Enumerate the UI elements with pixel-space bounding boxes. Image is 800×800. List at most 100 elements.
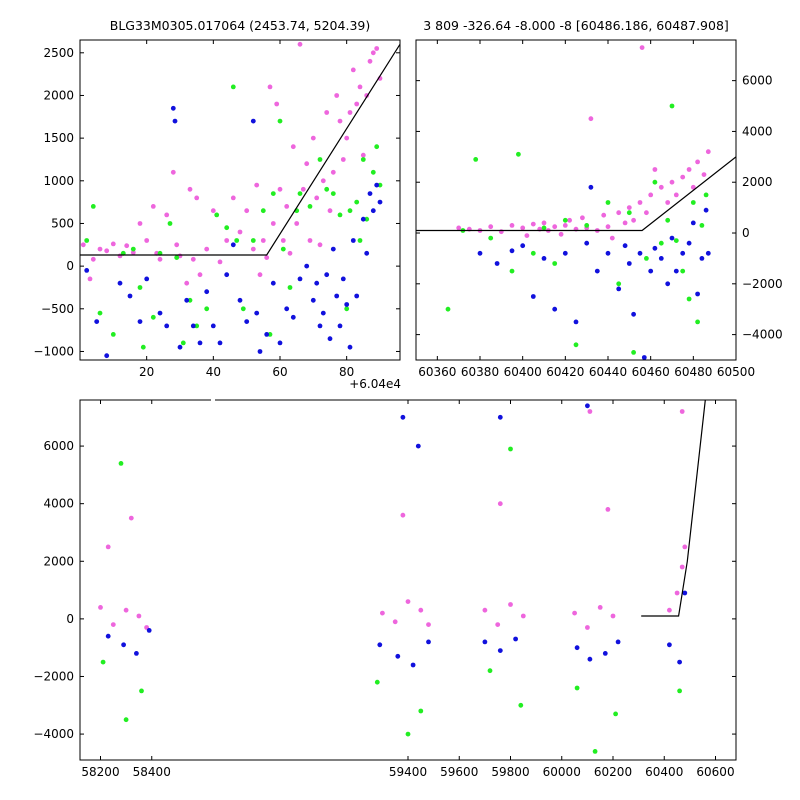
data-point-magenta	[350, 67, 356, 73]
x-tick-label: 60360	[418, 365, 456, 379]
data-point-magenta	[334, 93, 340, 98]
data-point-green	[137, 285, 143, 290]
data-point-green	[180, 340, 186, 346]
data-point-blue	[705, 250, 711, 256]
data-point-blue	[541, 256, 547, 261]
data-point-magenta	[184, 280, 190, 286]
data-point-green	[84, 238, 90, 243]
y-tick-label: 1500	[43, 131, 74, 145]
data-point-blue	[337, 323, 343, 329]
data-point-blue	[146, 628, 152, 633]
x-tick-label: 40	[206, 365, 221, 379]
data-point-blue	[573, 319, 579, 325]
data-point-magenta	[658, 184, 664, 190]
data-point-magenta	[370, 50, 376, 56]
data-point-magenta	[330, 169, 336, 175]
data-point-magenta	[665, 200, 671, 205]
y-tick-label: 4000	[742, 124, 773, 138]
left-panel-title: BLG33M0305.017064 (2453.74, 5204.39)	[110, 18, 370, 33]
data-point-magenta	[244, 208, 250, 214]
y-tick-label: 2000	[43, 88, 74, 102]
data-point-blue	[367, 191, 373, 197]
data-point-magenta	[426, 622, 431, 627]
data-point-magenta	[340, 157, 346, 162]
data-point-green	[652, 179, 658, 185]
data-point-magenta	[217, 259, 223, 265]
data-point-blue	[699, 256, 705, 261]
data-point-green	[174, 255, 180, 260]
data-point-green	[405, 731, 411, 737]
data-point-magenta	[616, 210, 622, 216]
data-point-green	[140, 344, 146, 350]
data-point-magenta	[264, 255, 270, 260]
model-line	[416, 156, 736, 232]
data-point-green	[297, 191, 303, 197]
data-point-blue	[254, 310, 260, 316]
data-point-magenta	[667, 607, 672, 613]
data-point-green	[357, 238, 363, 243]
data-point-blue	[84, 268, 90, 273]
data-point-green	[187, 297, 193, 303]
data-point-green	[150, 314, 156, 320]
plot-area	[80, 41, 400, 359]
data-point-magenta	[300, 186, 306, 192]
data-point-blue	[164, 323, 170, 329]
data-point-green	[234, 238, 240, 243]
plot-area	[98, 400, 706, 754]
data-point-blue	[250, 118, 256, 124]
data-point-magenta	[297, 41, 303, 47]
data-point-blue	[677, 659, 682, 665]
data-point-green	[280, 246, 286, 252]
data-point-magenta	[254, 182, 260, 188]
data-point-magenta	[418, 607, 424, 613]
data-point-green	[509, 268, 515, 274]
data-point-blue	[395, 653, 401, 659]
data-point-magenta	[597, 605, 603, 610]
y-tick-label: −500	[41, 302, 74, 316]
data-point-blue	[217, 340, 223, 346]
x-tick-label: 60480	[674, 365, 712, 379]
x-tick-label: 58400	[133, 765, 171, 779]
data-point-magenta	[267, 84, 273, 90]
data-point-magenta	[136, 613, 142, 619]
plot-panels: 20 40 60 80 −1000 −500 0 500 1000 1500 2000 2500 603…	[33, 39, 783, 779]
data-point-magenta	[270, 221, 276, 226]
x-tick-label: 59800	[491, 765, 529, 779]
data-point-magenta	[277, 186, 283, 192]
data-point-blue	[204, 289, 210, 295]
data-point-blue	[682, 590, 688, 596]
data-point-blue	[374, 182, 380, 188]
data-point-magenta	[98, 605, 103, 610]
data-point-magenta	[488, 224, 494, 230]
y-tick-label: −4000	[33, 727, 74, 741]
data-point-blue	[327, 336, 333, 342]
data-point-blue	[324, 272, 330, 278]
axis-break	[211, 399, 215, 402]
data-point-magenta	[307, 238, 313, 243]
data-point-blue	[587, 656, 593, 662]
data-point-magenta	[87, 276, 93, 282]
data-point-magenta	[174, 242, 180, 248]
data-point-magenta	[648, 192, 654, 198]
data-point-blue	[184, 297, 190, 303]
data-point-blue	[622, 243, 628, 249]
data-point-blue	[658, 256, 664, 261]
data-point-green	[97, 310, 103, 316]
data-point-blue	[513, 636, 518, 642]
data-point-magenta	[552, 224, 558, 230]
data-point-magenta	[587, 409, 593, 414]
data-point-blue	[314, 280, 320, 286]
data-point-green	[123, 717, 129, 723]
data-point-green	[541, 225, 547, 231]
x-tick-label: 60500	[717, 365, 755, 379]
x-tick-label: 60420	[546, 365, 584, 379]
data-point-blue	[695, 291, 700, 297]
data-point-magenta	[567, 217, 572, 223]
data-point-blue	[616, 286, 622, 292]
data-point-magenta	[690, 184, 696, 190]
data-point-blue	[177, 344, 183, 350]
data-point-blue	[210, 323, 216, 329]
data-point-blue	[477, 250, 483, 256]
data-point-magenta	[314, 195, 320, 201]
